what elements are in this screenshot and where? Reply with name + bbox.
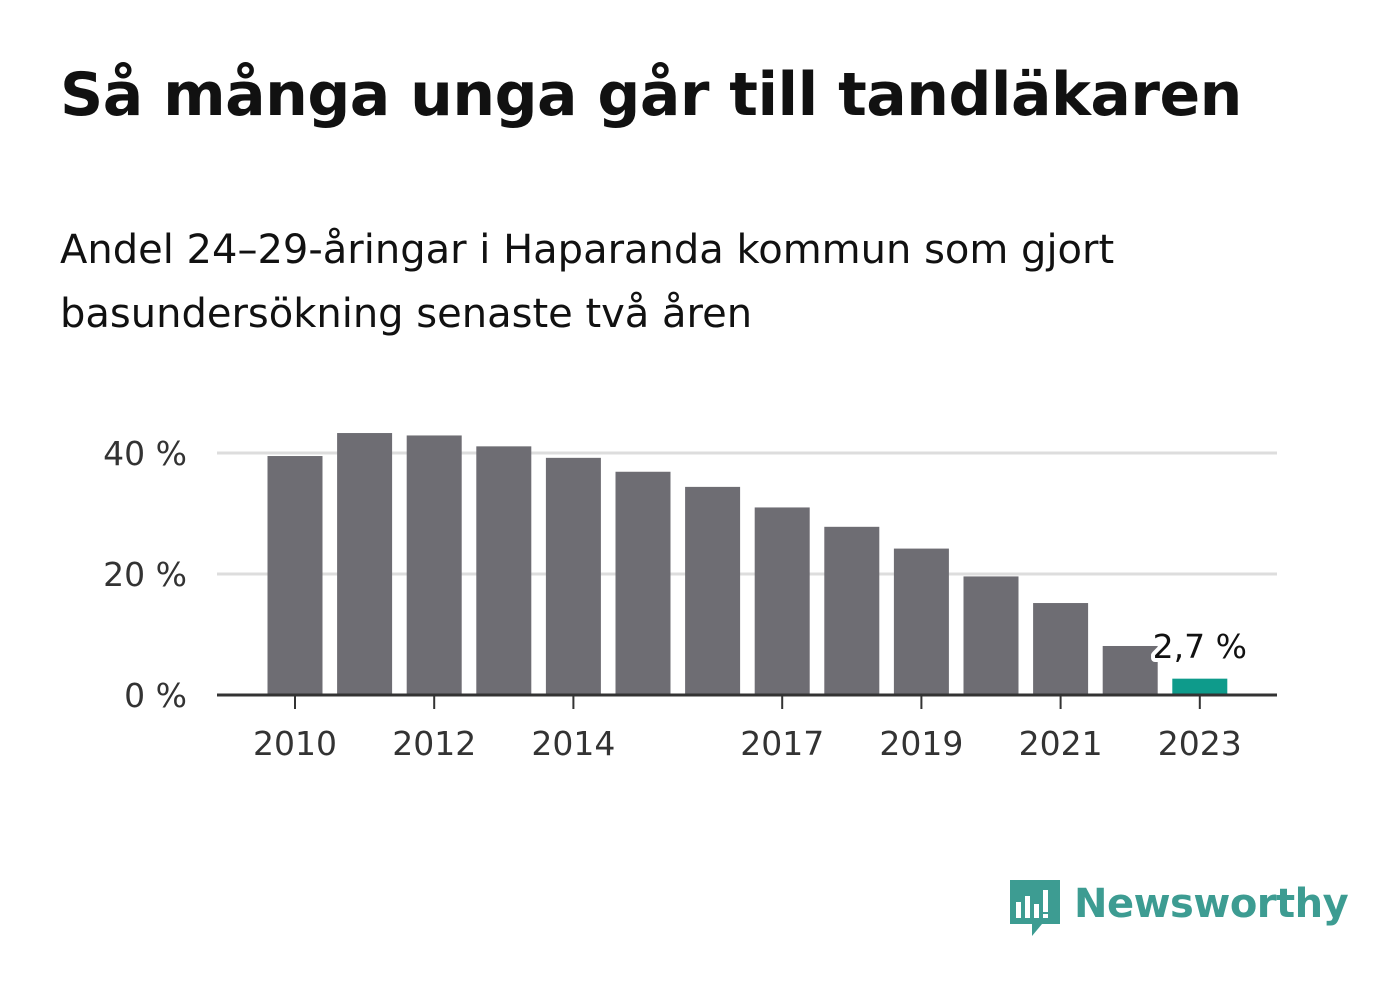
brand: Newsworthy [1010,878,1349,940]
bar [1102,645,1158,695]
x-tick-label: 2017 [740,724,824,763]
bars [267,433,1228,695]
y-tick-label: 0 % [124,676,187,715]
chart-subtitle: Andel 24–29-åringar i Haparanda kommun s… [60,227,1115,337]
brand-name: Newsworthy [1074,881,1349,927]
x-tick-label: 2019 [879,724,963,763]
data-label: 2,7 % [1153,627,1247,666]
y-tick-label: 20 % [103,555,187,594]
bar [963,576,1019,695]
x-tick-label: 2010 [253,724,337,763]
x-tick-label: 2014 [531,724,615,763]
axes [217,693,1277,709]
bar [406,435,462,695]
bar [267,456,323,695]
bar-highlight [1172,678,1228,695]
bar [893,548,949,695]
bar [545,457,601,695]
bar [1033,603,1089,695]
bar [337,433,393,695]
newsworthy-logo-icon [1010,880,1060,936]
bar [476,446,532,695]
bar [824,526,880,695]
gridlines [217,451,1277,576]
bar [615,471,671,695]
x-tick-label: 2023 [1158,724,1242,763]
x-tick-label: 2012 [392,724,476,763]
y-tick-label: 40 % [103,434,187,473]
chart-title: Så många unga går till tandläkaren [60,60,1242,130]
x-tick-label: 2021 [1019,724,1103,763]
bar [754,507,810,695]
bar [685,486,741,695]
labels: 0 % 20 % 40 % 2010 2012 2014 2017 2019 2021 2023 2… [103,434,1251,763]
